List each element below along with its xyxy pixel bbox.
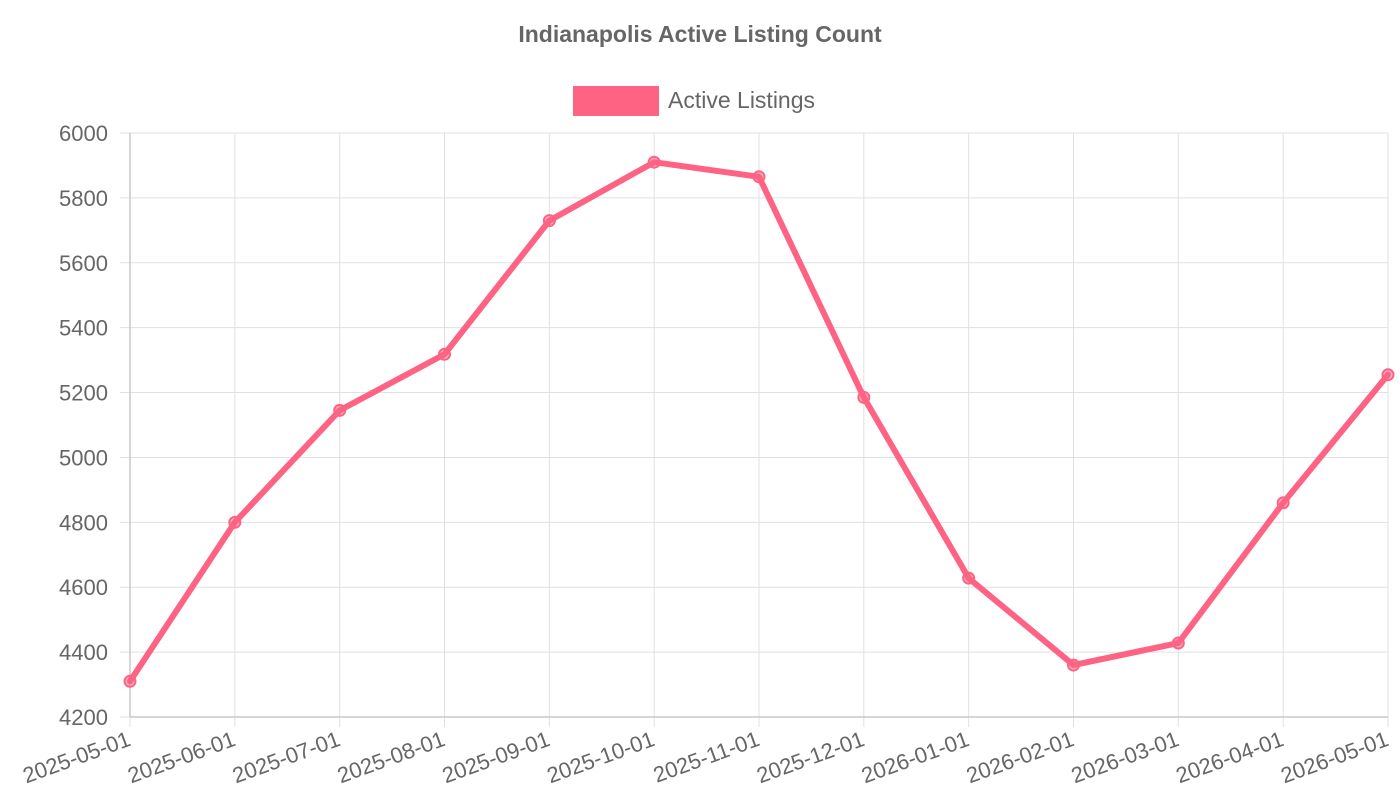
data-point[interactable] [228, 515, 242, 529]
data-point[interactable] [962, 571, 976, 585]
x-tick-label: 2026-04-01 [1173, 726, 1287, 788]
y-tick-label: 5600 [59, 251, 108, 276]
x-tick-label: 2026-01-01 [858, 726, 972, 788]
x-tick-label: 2025-08-01 [334, 726, 448, 788]
x-tick-label: 2026-02-01 [963, 726, 1077, 788]
y-tick-label: 5400 [59, 316, 108, 341]
data-point[interactable] [333, 403, 347, 417]
x-tick-label: 2025-10-01 [544, 726, 658, 788]
data-point[interactable] [647, 155, 661, 169]
data-point[interactable] [542, 214, 556, 228]
legend-swatch[interactable] [573, 86, 659, 116]
x-tick-label: 2025-09-01 [439, 726, 553, 788]
y-axis-ticks: 4200 4400 4600 4800 5000 5200 5400 5600 5800 6000 [59, 121, 108, 730]
y-tick-label: 4800 [59, 510, 108, 535]
legend-label[interactable]: Active Listings [668, 87, 815, 113]
x-tick-label: 2025-06-01 [124, 726, 238, 788]
data-point[interactable] [1381, 368, 1395, 382]
x-axis-ticks: 2025-05-012025-06-012025-07-012025-08-01… [19, 726, 1391, 788]
data-point[interactable] [1067, 658, 1080, 672]
y-tick-label: 5800 [59, 186, 108, 211]
data-point[interactable] [1276, 496, 1290, 510]
x-tick-label: 2026-05-01 [1277, 726, 1391, 788]
x-tick-label: 2025-11-01 [650, 726, 763, 787]
y-tick-label: 5200 [59, 381, 108, 406]
y-tick-label: 6000 [59, 121, 108, 146]
x-tick-label: 2025-12-01 [753, 726, 867, 788]
axes [129, 133, 1388, 718]
y-tick-label: 5000 [59, 445, 108, 470]
x-tick-label: 2026-03-01 [1068, 726, 1182, 788]
y-tick-label: 4600 [59, 575, 108, 600]
chart-title: Indianapolis Active Listing Count [518, 21, 882, 47]
data-point[interactable] [438, 347, 451, 361]
data-point[interactable] [857, 390, 871, 404]
data-point[interactable] [123, 674, 137, 688]
y-tick-label: 4400 [59, 640, 108, 665]
x-tick-label: 2025-05-01 [19, 726, 133, 788]
data-point[interactable] [1171, 636, 1185, 650]
y-tick-label: 4200 [59, 705, 108, 730]
data-point[interactable] [752, 170, 766, 184]
legend[interactable]: Active Listings [573, 86, 815, 116]
grid [120, 132, 1389, 727]
x-tick-label: 2025-07-01 [229, 726, 343, 788]
series-layer [123, 155, 1395, 688]
